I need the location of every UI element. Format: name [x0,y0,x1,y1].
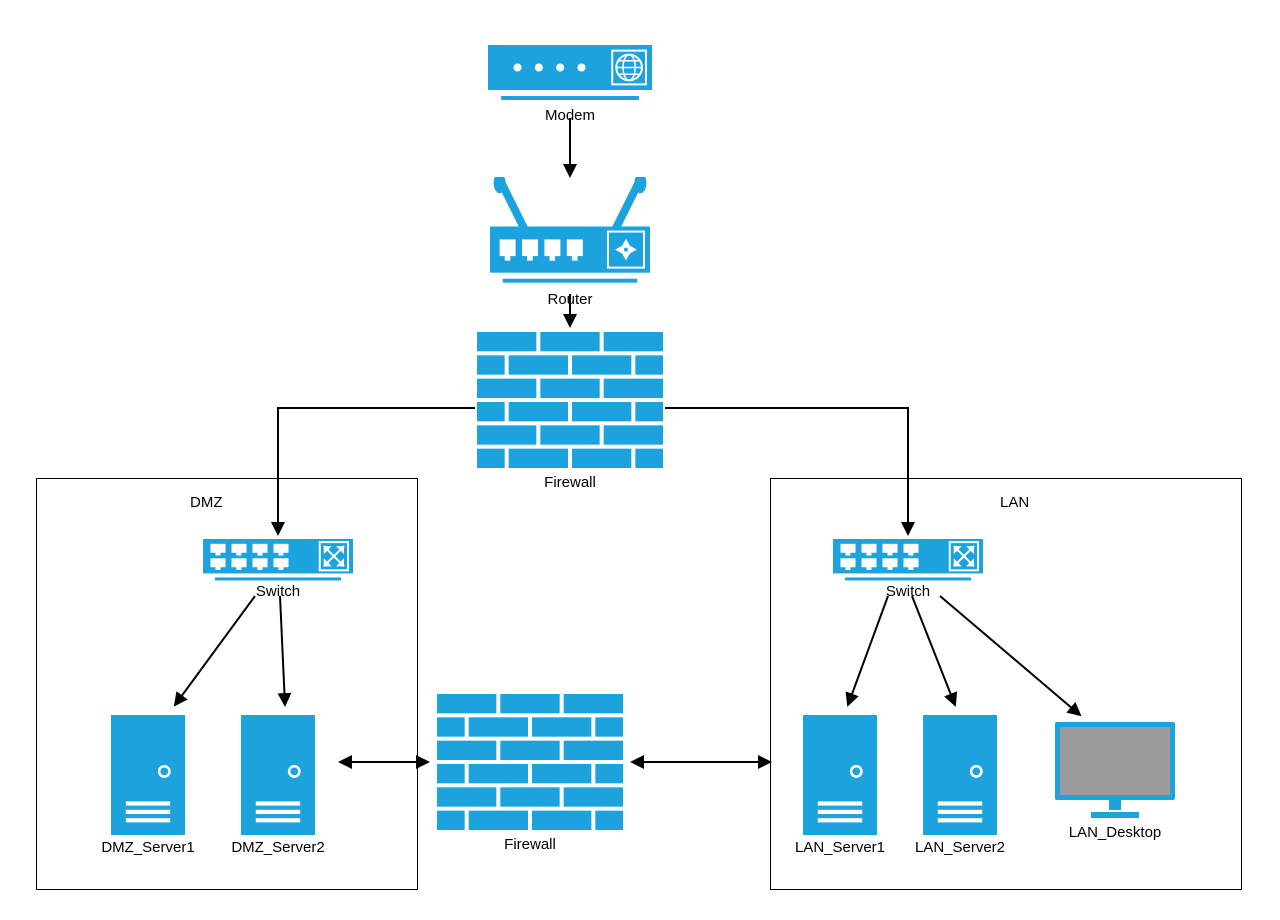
switch-lan-node [833,539,983,581]
lan-server1-node [803,715,877,835]
switch-lan-label: Switch [828,583,988,600]
firewall2-label: Firewall [450,836,610,853]
modem-label: Modem [490,107,650,124]
firewall1-node [475,330,665,470]
dmz-server1-node [111,715,185,835]
lan-server2-label: LAN_Server2 [880,839,1040,856]
router-node [490,177,650,287]
dmz-server2-label: DMZ_Server2 [198,839,358,856]
firewall2-node [435,692,625,832]
switch-dmz-node [203,539,353,581]
lan-desktop-label: LAN_Desktop [1035,824,1195,841]
router-label: Router [490,291,650,308]
modem-node [488,45,652,105]
dmz-server2-node [241,715,315,835]
switch-dmz-label: Switch [198,583,358,600]
lan-server2-node [923,715,997,835]
lan-desktop-node [1055,722,1175,822]
firewall1-label: Firewall [490,474,650,491]
